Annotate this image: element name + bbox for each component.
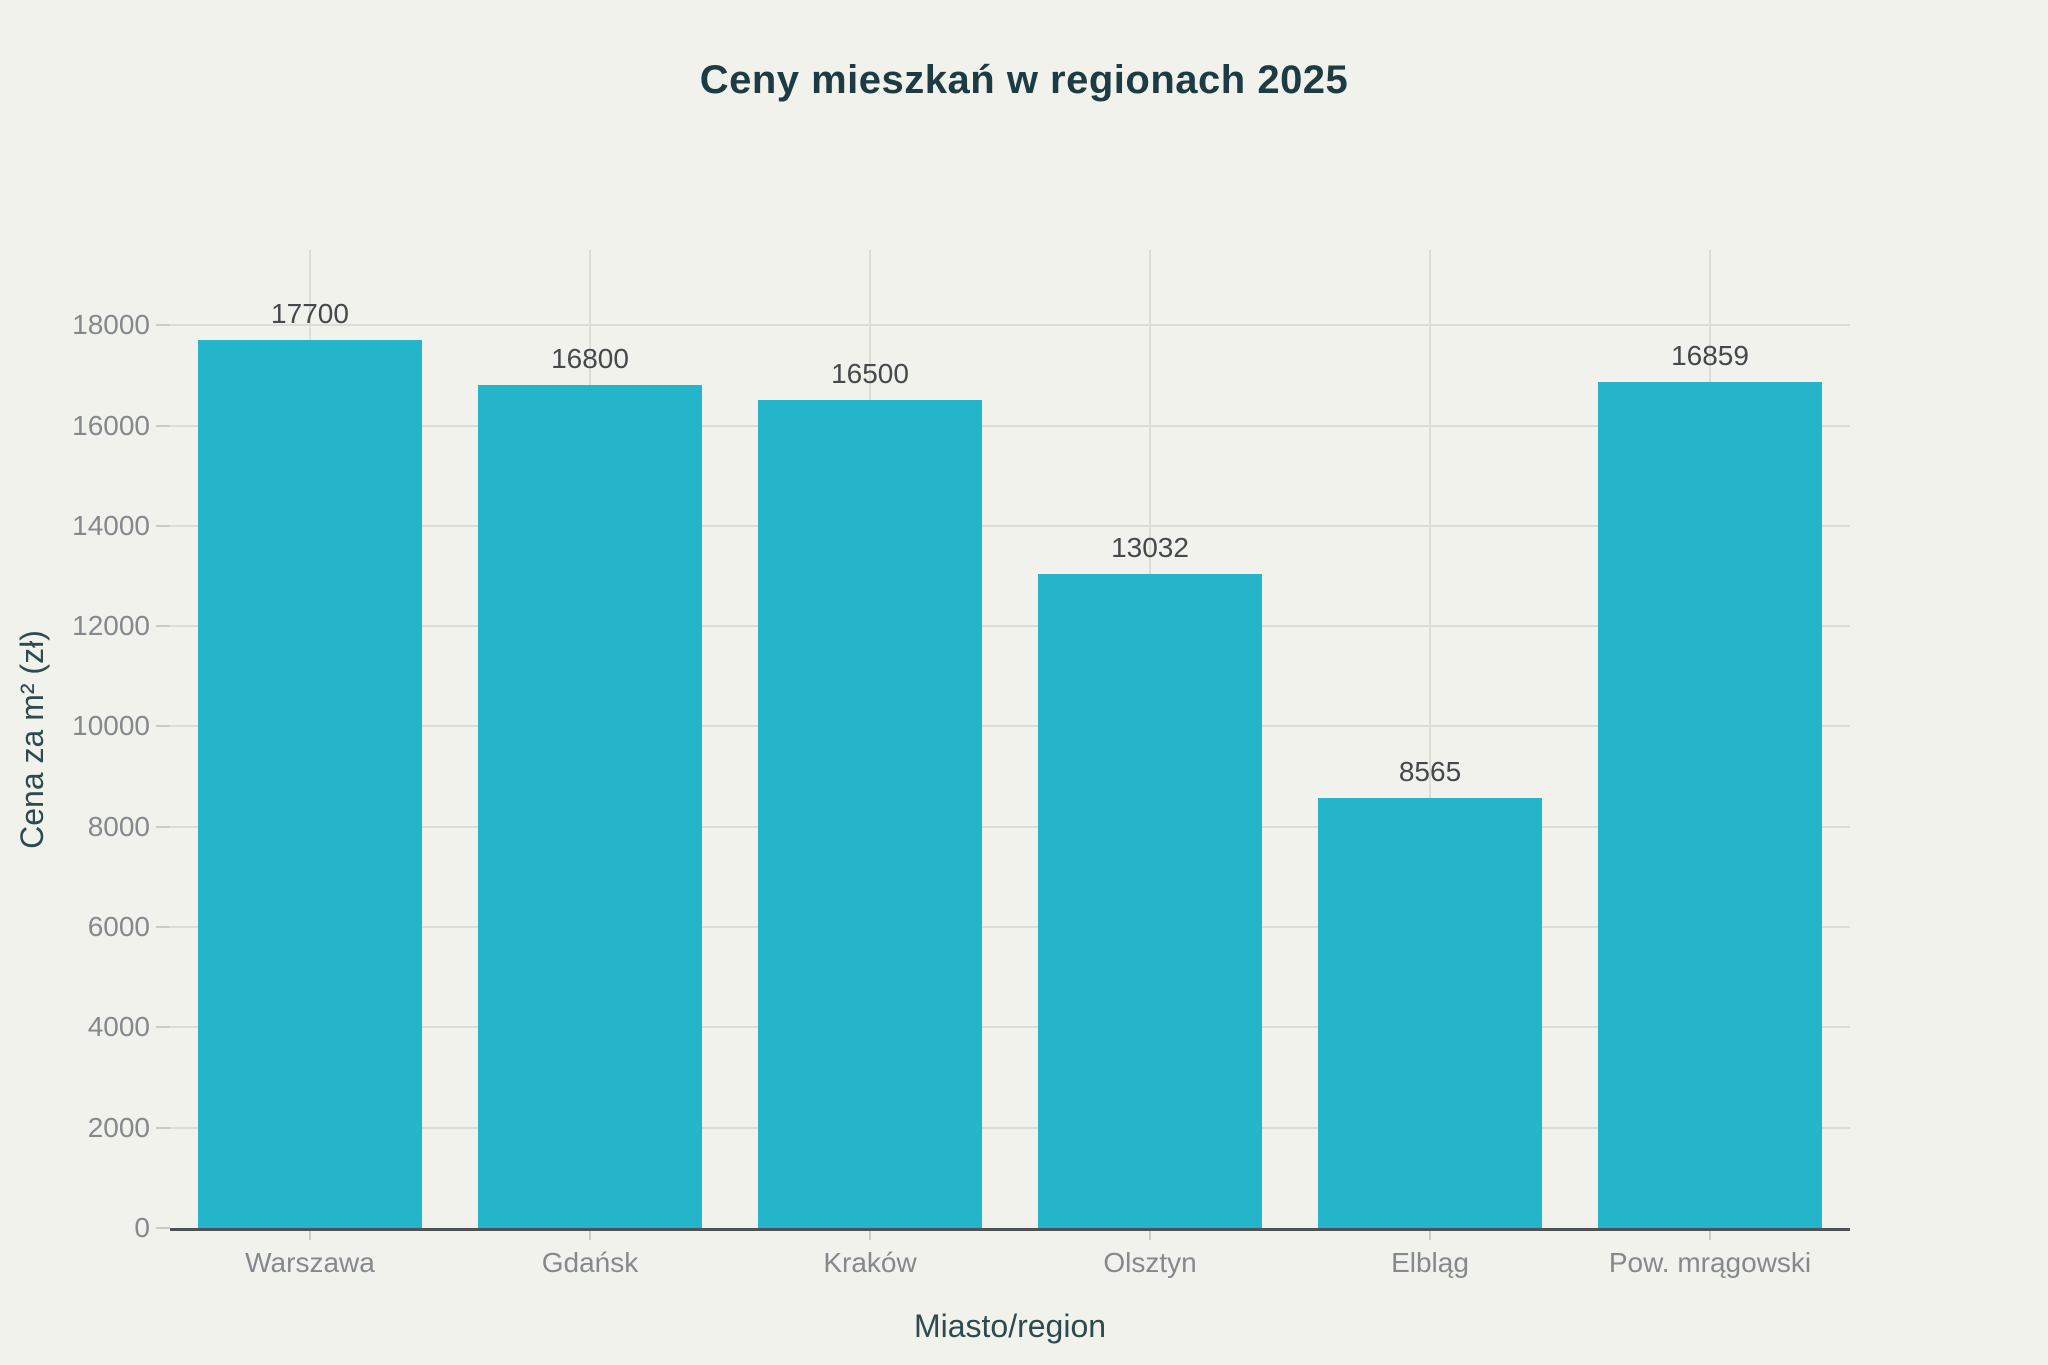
x-tick-mark bbox=[589, 1231, 591, 1240]
bar bbox=[1038, 574, 1262, 1228]
h-gridline bbox=[170, 926, 1850, 929]
x-axis-labels: Warszawa Gdańsk Kraków Olsztyn Elbląg Pow. mr… bbox=[170, 1247, 1850, 1283]
x-tick-mark bbox=[1709, 1231, 1711, 1240]
h-gridline bbox=[170, 1026, 1850, 1029]
y-tick-label: 8000 bbox=[87, 810, 150, 842]
bar bbox=[197, 340, 422, 1228]
x-tick-label: Elbląg bbox=[1391, 1247, 1469, 1278]
y-tick-mark bbox=[156, 1026, 170, 1029]
bar bbox=[1598, 382, 1822, 1228]
bar-value-label: 17700 bbox=[271, 298, 349, 330]
y-axis-labels: 0 2000 4000 6000 8000 10000 12000 14000 16000 180… bbox=[0, 250, 150, 1243]
bar-value-label: 16800 bbox=[551, 343, 629, 375]
bar bbox=[758, 400, 982, 1228]
h-gridline bbox=[170, 625, 1850, 628]
bar bbox=[1318, 798, 1542, 1228]
y-tick-label: 16000 bbox=[72, 409, 150, 441]
x-tick-label: Kraków bbox=[823, 1247, 917, 1278]
plot-area: 17700 16800 16500 13032 8565 16859 bbox=[170, 250, 1850, 1231]
x-tick-label: Gdańsk bbox=[541, 1247, 639, 1278]
y-tick-label: 12000 bbox=[72, 610, 150, 642]
y-tick-label: 2000 bbox=[87, 1111, 150, 1143]
y-tick-mark bbox=[156, 725, 170, 728]
y-tick-mark bbox=[156, 424, 170, 427]
bar bbox=[478, 385, 702, 1228]
x-tick-label: Pow. mrągowski bbox=[1608, 1247, 1812, 1278]
y-tick-mark bbox=[156, 926, 170, 929]
h-gridline bbox=[170, 424, 1850, 427]
y-tick-mark bbox=[156, 825, 170, 828]
h-gridline bbox=[170, 524, 1850, 527]
y-tick-mark bbox=[156, 1227, 170, 1229]
h-gridline bbox=[170, 1126, 1850, 1129]
y-tick-label: 6000 bbox=[87, 911, 150, 943]
bar-value-label: 8565 bbox=[1398, 756, 1462, 788]
x-tick-mark bbox=[1149, 1231, 1151, 1240]
y-axis-ticks bbox=[156, 250, 170, 1229]
x-tick-mark bbox=[308, 1231, 311, 1240]
y-tick-mark bbox=[156, 324, 170, 327]
bar-value-label: 16500 bbox=[831, 358, 909, 390]
bar-value-label: 13032 bbox=[1111, 532, 1189, 564]
chart-title: Ceny mieszkań w regionach 2025 bbox=[699, 58, 1349, 102]
y-tick-label: 18000 bbox=[72, 309, 150, 341]
x-tick-mark bbox=[1429, 1231, 1431, 1240]
y-tick-label: 0 bbox=[134, 1212, 150, 1243]
x-axis-ticks bbox=[170, 1231, 1850, 1241]
x-axis-title: Miasto/region bbox=[913, 1308, 1107, 1344]
y-tick-label: 4000 bbox=[87, 1011, 150, 1043]
x-tick-label: Warszawa bbox=[245, 1247, 375, 1278]
y-tick-mark bbox=[156, 524, 170, 527]
h-gridline bbox=[170, 825, 1850, 828]
h-gridline bbox=[170, 324, 1850, 327]
y-tick-mark bbox=[156, 1126, 170, 1129]
h-gridline bbox=[170, 725, 1850, 728]
x-tick-mark bbox=[869, 1231, 871, 1240]
v-gridline bbox=[1429, 250, 1431, 1228]
y-tick-mark bbox=[156, 625, 170, 628]
bar-value-label: 16859 bbox=[1671, 340, 1749, 372]
y-tick-label: 10000 bbox=[72, 710, 150, 742]
y-tick-label: 14000 bbox=[72, 509, 150, 541]
x-tick-label: Olsztyn bbox=[1103, 1247, 1197, 1278]
